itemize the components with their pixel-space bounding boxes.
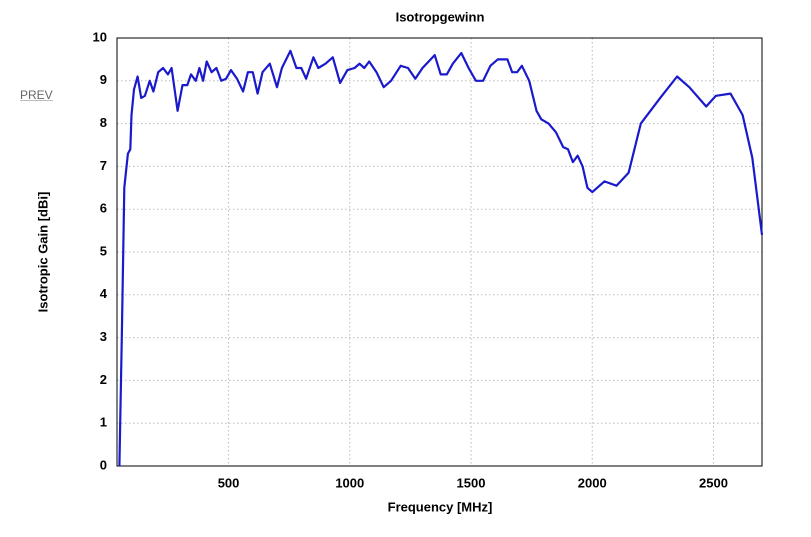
y-tick-label: 7	[100, 158, 107, 173]
data-line	[118, 49, 764, 467]
y-tick-label: 0	[100, 457, 107, 472]
y-tick-label: 1	[100, 415, 107, 430]
plot-frame	[116, 37, 763, 467]
prev-link[interactable]: PREV	[20, 88, 53, 102]
y-tick-label: 9	[100, 72, 107, 87]
x-tick-label: 1500	[457, 475, 486, 490]
y-tick-label: 5	[100, 243, 107, 258]
x-tick-label: 2000	[578, 475, 607, 490]
y-tick-label: 10	[93, 29, 107, 44]
y-axis-label: Isotropic Gain [dBi]	[35, 192, 50, 313]
y-tick-label: 2	[100, 372, 107, 387]
x-tick-label: 1000	[335, 475, 364, 490]
y-tick-label: 6	[100, 201, 107, 216]
y-tick-label: 8	[100, 115, 107, 130]
y-tick-label: 4	[100, 286, 108, 301]
y-tick-label: 3	[100, 329, 107, 344]
chart-title: Isotropgewinn	[396, 9, 485, 24]
x-tick-label: 2500	[699, 475, 728, 490]
x-tick-label: 500	[218, 475, 240, 490]
x-axis-label: Frequency [MHz]	[388, 499, 493, 514]
